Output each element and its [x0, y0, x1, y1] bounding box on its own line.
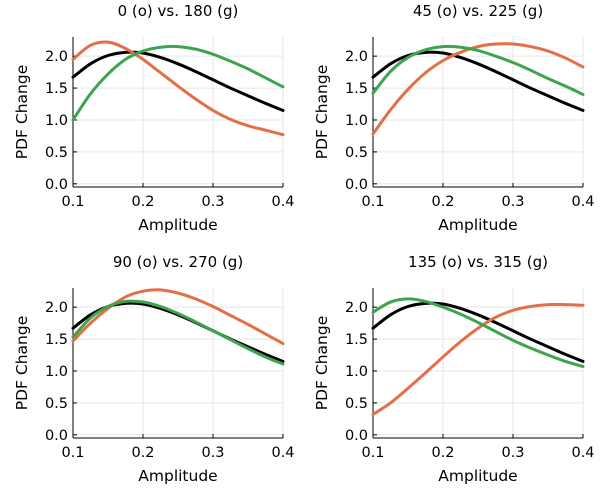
y-axis-label: PDF Change: [313, 316, 331, 410]
x-tick-label: 0.1: [61, 194, 84, 210]
y-tick-label: 0.0: [45, 177, 68, 193]
series-line-2: [71, 40, 285, 137]
panel-title: 135 (o) vs. 315 (g): [408, 253, 548, 271]
x-tick-label: 0.4: [271, 194, 294, 210]
x-tick-label: 0.4: [571, 445, 594, 461]
chart-panel-1: 0.1 0.2 0.3 0.4 0.0 0.5 1.0 1.5 2.0 0 (o) vs. 180…: [13, 2, 295, 234]
chart-panel-2: 0.1 0.2 0.3 0.4 0.0 0.5 1.0 1.5 2.0 45 (o) vs. 22…: [313, 2, 595, 234]
series-line-2: [371, 302, 585, 416]
series-line-2: [371, 42, 585, 136]
y-tick-label: 2.0: [45, 49, 68, 65]
y-axis-label: PDF Change: [13, 65, 31, 159]
y-tick-label: 1.0: [345, 113, 368, 129]
x-tick-label: 0.2: [131, 445, 154, 461]
y-tick-label: 1.5: [45, 332, 68, 348]
y-tick-label: 1.5: [345, 332, 368, 348]
y-tick-label: 1.0: [345, 364, 368, 380]
x-tick-label: 0.1: [361, 194, 384, 210]
y-tick-label: 1.0: [45, 113, 68, 129]
x-tick-label: 0.1: [361, 445, 384, 461]
x-tick-label: 0.4: [271, 445, 294, 461]
y-tick-label: 1.0: [45, 364, 68, 380]
series-line-1: [371, 50, 585, 112]
series-line-1: [71, 50, 285, 112]
panel-title: 90 (o) vs. 270 (g): [113, 253, 243, 271]
x-tick-label: 0.2: [431, 194, 454, 210]
y-tick-label: 1.5: [345, 81, 368, 97]
x-tick-label: 0.2: [431, 445, 454, 461]
panel-title: 0 (o) vs. 180 (g): [118, 2, 239, 20]
x-tick-label: 0.2: [131, 194, 154, 210]
chart-panel-3: 0.1 0.2 0.3 0.4 0.0 0.5 1.0 1.5 2.0 90 (o) vs. 27…: [13, 253, 295, 485]
y-tick-label: 0.0: [345, 428, 368, 444]
y-axis-label: PDF Change: [313, 65, 331, 159]
x-axis-label: Amplitude: [438, 216, 517, 234]
series-line-2: [71, 288, 285, 346]
y-tick-label: 2.0: [345, 49, 368, 65]
series-line-1: [371, 301, 585, 363]
series-line-3: [371, 297, 585, 369]
series-line-3: [71, 299, 285, 366]
y-tick-label: 2.0: [345, 300, 368, 316]
x-tick-label: 0.3: [501, 194, 524, 210]
series-line-3: [71, 44, 285, 122]
series-line-3: [371, 44, 585, 96]
x-axis-label: Amplitude: [438, 467, 517, 485]
x-tick-label: 0.3: [201, 194, 224, 210]
y-tick-label: 0.5: [45, 396, 68, 412]
x-tick-label: 0.1: [61, 445, 84, 461]
x-axis-label: Amplitude: [138, 216, 217, 234]
y-axis-label: PDF Change: [13, 316, 31, 410]
y-tick-label: 0.5: [345, 396, 368, 412]
panel-title: 45 (o) vs. 225 (g): [413, 2, 543, 20]
x-tick-label: 0.3: [501, 445, 524, 461]
x-axis-label: Amplitude: [138, 467, 217, 485]
y-tick-label: 0.0: [345, 177, 368, 193]
x-tick-label: 0.3: [201, 445, 224, 461]
y-tick-label: 0.5: [45, 145, 68, 161]
y-tick-label: 0.5: [345, 145, 368, 161]
chart-panel-4: 0.1 0.2 0.3 0.4 0.0 0.5 1.0 1.5 2.0 135 (o) vs. 3…: [313, 253, 595, 485]
y-tick-label: 1.5: [45, 81, 68, 97]
y-tick-label: 0.0: [45, 428, 68, 444]
x-tick-label: 0.4: [571, 194, 594, 210]
y-tick-label: 2.0: [45, 300, 68, 316]
